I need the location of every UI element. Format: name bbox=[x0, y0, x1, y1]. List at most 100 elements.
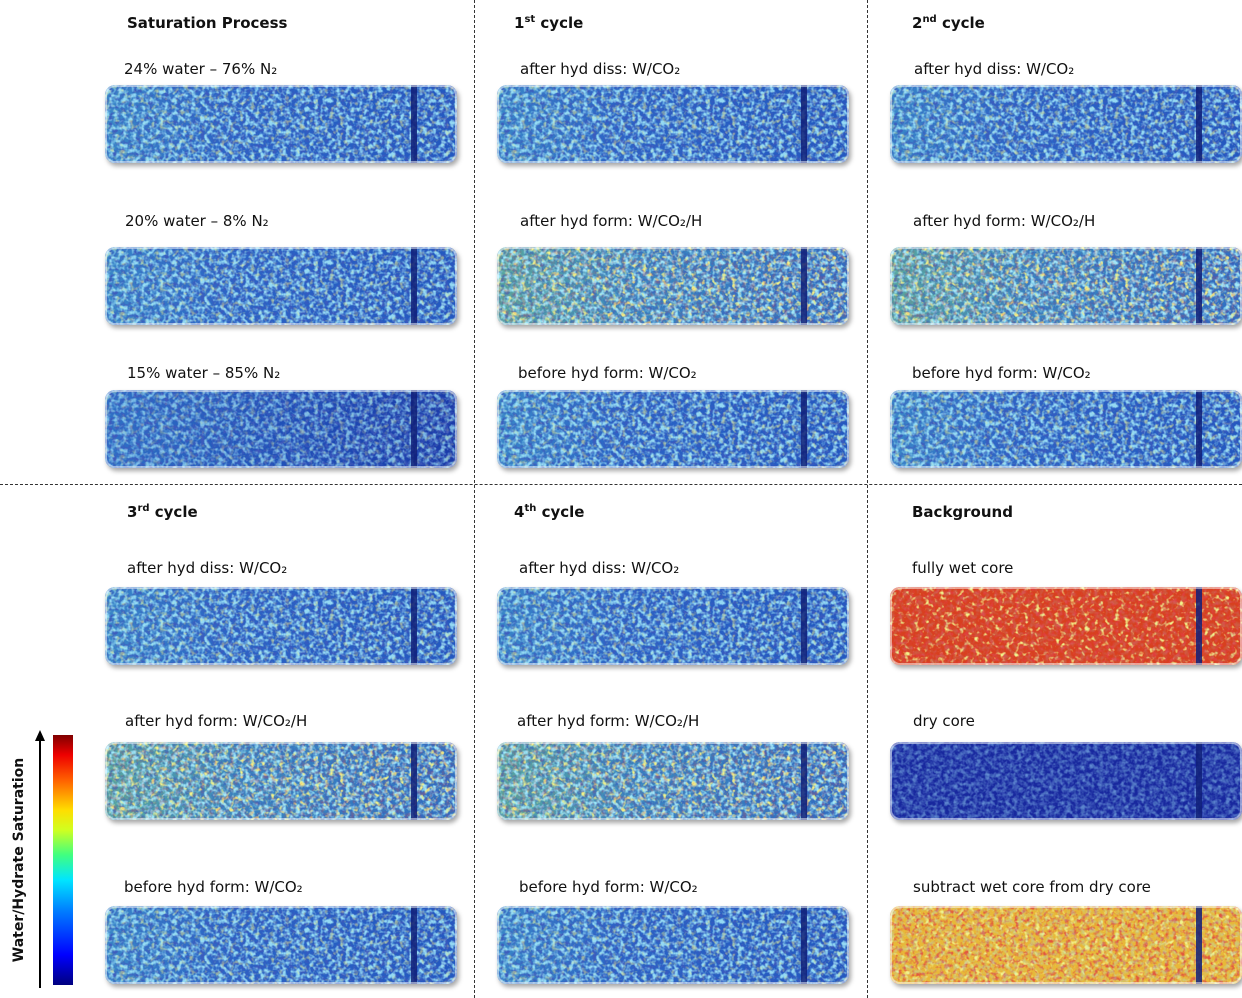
panel-label: after hyd form: W/CO₂/H bbox=[913, 212, 1096, 230]
core-texture bbox=[497, 390, 849, 468]
section-title: Background bbox=[912, 503, 1013, 521]
core-stripe bbox=[801, 906, 807, 984]
core-stripe bbox=[1196, 247, 1202, 325]
section-title: 1st cycle bbox=[514, 14, 583, 32]
core-texture bbox=[105, 742, 457, 820]
panel-label: before hyd form: W/CO₂ bbox=[518, 364, 697, 382]
core-image bbox=[497, 390, 849, 468]
core-stripe bbox=[801, 247, 807, 325]
colorbar-arrow bbox=[35, 730, 45, 988]
title-text: cycle bbox=[941, 14, 985, 32]
core-texture bbox=[497, 247, 849, 325]
section-title: 3rd cycle bbox=[127, 503, 198, 521]
core-stripe bbox=[801, 390, 807, 468]
panel-label: fully wet core bbox=[912, 559, 1014, 577]
panel-label: after hyd diss: W/CO₂ bbox=[914, 60, 1075, 78]
core-stripe bbox=[1196, 587, 1202, 665]
core-image bbox=[890, 906, 1242, 984]
divider bbox=[0, 484, 1242, 485]
core-texture bbox=[105, 85, 457, 163]
colorbar bbox=[53, 735, 73, 985]
core-image bbox=[497, 85, 849, 163]
panel-label: 24% water – 76% N₂ bbox=[124, 60, 278, 78]
core-sheen bbox=[497, 247, 849, 325]
panel-label: subtract wet core from dry core bbox=[913, 878, 1151, 896]
core-stripe bbox=[411, 247, 417, 325]
core-sheen bbox=[890, 906, 1242, 984]
title-suffix: nd bbox=[922, 14, 937, 25]
core-sheen bbox=[890, 742, 1242, 820]
panel-label: after hyd form: W/CO₂/H bbox=[520, 212, 703, 230]
title-number: 1 bbox=[514, 14, 525, 32]
title-text: Background bbox=[912, 503, 1013, 521]
core-image bbox=[105, 906, 457, 984]
divider bbox=[867, 0, 868, 998]
core-image bbox=[497, 587, 849, 665]
core-texture bbox=[105, 247, 457, 325]
core-image bbox=[105, 390, 457, 468]
section-title: Saturation Process bbox=[127, 14, 287, 32]
core-sheen bbox=[105, 85, 457, 163]
title-number: 4 bbox=[514, 503, 525, 521]
title-text: cycle bbox=[541, 503, 585, 521]
panel-label: dry core bbox=[913, 712, 975, 730]
core-sheen bbox=[105, 587, 457, 665]
core-sheen bbox=[890, 390, 1242, 468]
core-image bbox=[105, 247, 457, 325]
core-texture bbox=[890, 587, 1242, 665]
core-sheen bbox=[890, 247, 1242, 325]
core-texture bbox=[497, 587, 849, 665]
section-title: 4th cycle bbox=[514, 503, 584, 521]
core-sheen bbox=[890, 587, 1242, 665]
core-stripe bbox=[1196, 742, 1202, 820]
core-stripe bbox=[411, 390, 417, 468]
core-sheen bbox=[105, 390, 457, 468]
panel-label: after hyd form: W/CO₂/H bbox=[517, 712, 700, 730]
core-image bbox=[497, 906, 849, 984]
divider bbox=[474, 0, 475, 998]
core-stripe bbox=[411, 742, 417, 820]
core-texture bbox=[890, 85, 1242, 163]
core-image bbox=[890, 85, 1242, 163]
panel-label: before hyd form: W/CO₂ bbox=[519, 878, 698, 896]
title-suffix: rd bbox=[137, 503, 150, 514]
core-stripe bbox=[411, 85, 417, 163]
core-image bbox=[890, 390, 1242, 468]
section-title: 2nd cycle bbox=[912, 14, 985, 32]
core-image bbox=[497, 742, 849, 820]
core-image bbox=[890, 587, 1242, 665]
core-stripe bbox=[411, 906, 417, 984]
core-image bbox=[105, 742, 457, 820]
core-stripe bbox=[1196, 85, 1202, 163]
core-sheen bbox=[497, 390, 849, 468]
core-sheen bbox=[105, 742, 457, 820]
core-texture bbox=[890, 390, 1242, 468]
panel-label: after hyd form: W/CO₂/H bbox=[125, 712, 308, 730]
core-image bbox=[890, 247, 1242, 325]
panel-label: after hyd diss: W/CO₂ bbox=[519, 559, 680, 577]
core-sheen bbox=[497, 742, 849, 820]
core-texture bbox=[105, 906, 457, 984]
title-suffix: st bbox=[524, 14, 536, 25]
colorbar-label: Water/Hydrate Saturation bbox=[11, 757, 27, 963]
core-stripe bbox=[411, 587, 417, 665]
core-image bbox=[105, 85, 457, 163]
core-texture bbox=[890, 742, 1242, 820]
core-stripe bbox=[801, 587, 807, 665]
panel-label: before hyd form: W/CO₂ bbox=[912, 364, 1091, 382]
core-texture bbox=[890, 247, 1242, 325]
panel-label: before hyd form: W/CO₂ bbox=[124, 878, 303, 896]
title-text: cycle bbox=[540, 14, 584, 32]
title-text: Saturation Process bbox=[127, 14, 288, 32]
core-image bbox=[497, 247, 849, 325]
core-texture bbox=[497, 85, 849, 163]
core-sheen bbox=[105, 906, 457, 984]
core-stripe bbox=[801, 85, 807, 163]
core-stripe bbox=[1196, 390, 1202, 468]
panel-label: after hyd diss: W/CO₂ bbox=[127, 559, 288, 577]
panel-label: 15% water – 85% N₂ bbox=[127, 364, 281, 382]
core-texture bbox=[105, 390, 457, 468]
panel-label: after hyd diss: W/CO₂ bbox=[520, 60, 681, 78]
core-sheen bbox=[105, 247, 457, 325]
